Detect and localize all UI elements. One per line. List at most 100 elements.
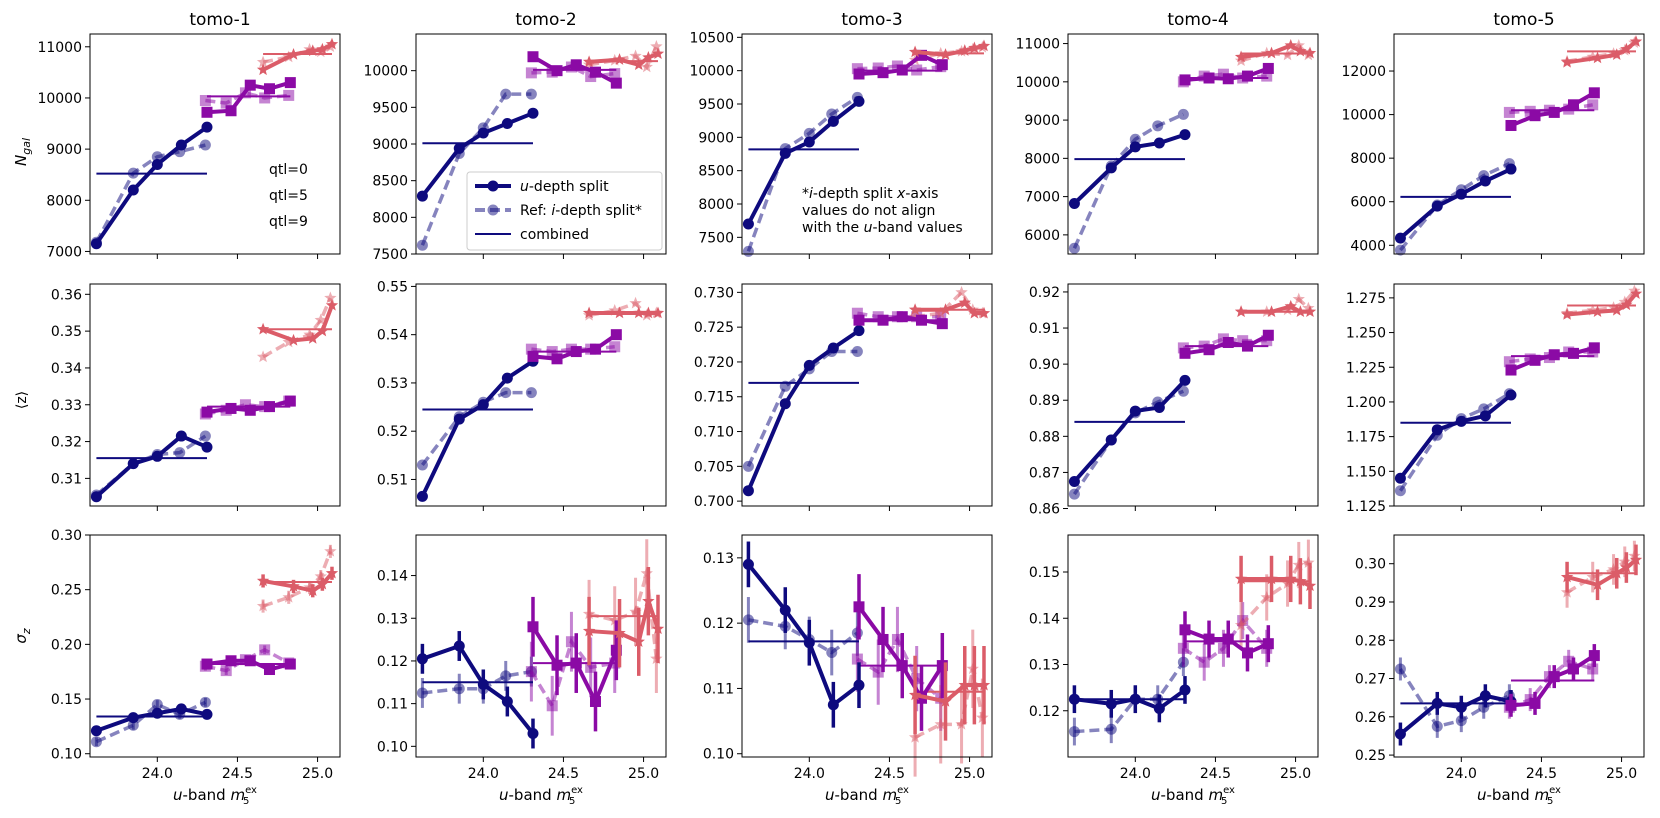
data-point: [609, 68, 621, 80]
data-point: [1179, 129, 1191, 141]
panel-r1-c1: 7000 8000 9000 10000 11000: [37, 33, 341, 260]
data-point: [955, 717, 968, 730]
y-tick-label: 0.31: [51, 471, 82, 487]
legend-item-u-depth: u-depth split: [475, 179, 609, 195]
y-tick-label: 0.51: [377, 472, 408, 488]
data-point: [287, 333, 300, 346]
plot-area: [1068, 284, 1318, 506]
y-tick-label: 0.53: [377, 376, 408, 392]
y-tick-label: 0.91: [1029, 321, 1060, 337]
y-tick-label: 0.10: [703, 747, 734, 763]
data-point: [1241, 647, 1253, 659]
y-tick-label: 1.250: [1346, 326, 1386, 342]
y-tick-label: 0.15: [1029, 565, 1060, 581]
data-point: [527, 51, 539, 63]
y-tick-label: 9500: [698, 97, 734, 113]
data-point: [908, 688, 922, 701]
data-point: [934, 717, 947, 730]
data-point: [1265, 572, 1278, 585]
x-tick-label: 24.5: [874, 766, 905, 782]
data-point: [582, 55, 596, 68]
y-tick-label: 10000: [689, 64, 734, 80]
data-point: [256, 55, 270, 68]
data-point: [629, 49, 642, 62]
data-point: [1294, 305, 1307, 318]
data-point: [934, 306, 947, 319]
annotation-note: *i-depth split x-axis values do not alig…: [802, 186, 963, 236]
data-point: [803, 359, 815, 371]
data-point: [453, 640, 465, 652]
data-point: [1284, 299, 1297, 312]
y-tick-label: 0.28: [1355, 633, 1386, 649]
y-tick-label: 10000: [1015, 75, 1060, 91]
data-point: [316, 577, 329, 590]
data-point: [453, 142, 465, 154]
data-point: [877, 633, 889, 645]
series-line: [746, 349, 858, 468]
data-point: [1588, 342, 1600, 354]
data-point: [1234, 50, 1248, 63]
series-u-depth-qtl0: [416, 631, 539, 749]
y-tick-label: 0.700: [694, 494, 734, 510]
data-point: [1262, 638, 1274, 650]
data-point: [256, 322, 270, 335]
plot-frame: [1067, 534, 1319, 758]
data-point: [525, 666, 537, 678]
data-point: [151, 151, 163, 163]
y-tick-label: 8000: [1024, 151, 1060, 167]
plot-frame: [89, 33, 341, 255]
data-point: [1560, 55, 1574, 68]
data-point: [1591, 51, 1604, 64]
panel-r1-c3: 7500 8000 8500 9000 9500 10000 10500: [689, 30, 993, 259]
data-point: [303, 580, 316, 593]
svg-text:with the u-band values: with the u-band values: [802, 220, 963, 236]
y-tick-label: 9000: [698, 130, 734, 146]
data-point: [201, 121, 213, 133]
data-point: [284, 77, 296, 89]
data-point: [1294, 44, 1307, 57]
data-point: [1394, 472, 1406, 484]
data-point: [803, 127, 815, 139]
data-point: [779, 398, 791, 410]
data-point: [201, 106, 213, 118]
y-tick-label: 0.15: [51, 692, 82, 708]
y-tick-label: 0.29: [1355, 595, 1386, 611]
y-tick-label: 1.150: [1346, 464, 1386, 480]
data-point: [1431, 424, 1443, 436]
y-tick-label: 0.55: [377, 279, 408, 295]
data-point: [632, 58, 645, 71]
data-point: [1179, 74, 1191, 86]
y-tick-label: 7000: [1024, 190, 1060, 206]
data-point: [613, 626, 626, 639]
data-point: [1548, 671, 1560, 683]
panel-r1-c4: 6000 7000 8000 9000 10000 11000: [1015, 33, 1319, 259]
data-point: [1455, 701, 1467, 713]
y-tick-label: 0.720: [694, 355, 734, 371]
y-tick-label: 0.90: [1029, 357, 1060, 373]
col-title-tomo-3: tomo-3: [841, 10, 902, 30]
y-tick-label: 0.34: [51, 361, 82, 377]
data-point: [1292, 292, 1305, 305]
data-point: [610, 329, 622, 341]
data-point: [303, 328, 316, 341]
data-point: [1068, 726, 1080, 738]
y-tick-label: 6000: [1350, 195, 1386, 211]
plot-area: [1394, 284, 1644, 506]
data-point: [1302, 556, 1315, 569]
data-point: [259, 92, 271, 104]
data-point: [1629, 553, 1643, 566]
data-point: [1505, 119, 1517, 131]
data-point: [1529, 110, 1541, 122]
data-point: [1431, 697, 1443, 709]
data-point: [1222, 336, 1234, 348]
data-point: [525, 67, 537, 79]
data-point: [1394, 728, 1406, 740]
y-tick-label: 0.715: [694, 390, 734, 406]
plot-frame: [741, 33, 993, 255]
data-point: [1567, 663, 1579, 675]
data-point: [263, 664, 275, 676]
data-point: [501, 696, 513, 707]
data-point: [201, 708, 213, 720]
data-point: [968, 41, 981, 54]
data-point: [244, 655, 256, 667]
